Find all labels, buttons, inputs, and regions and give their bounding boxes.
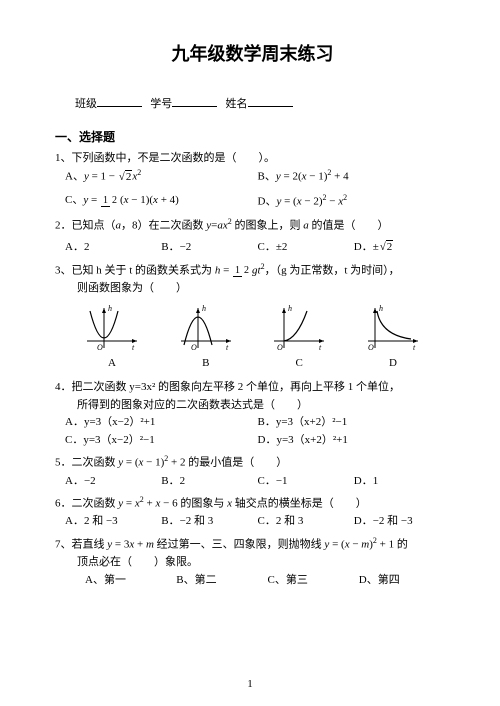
svg-text:O: O bbox=[97, 343, 103, 352]
svg-text:t: t bbox=[319, 343, 322, 352]
doc-title: 九年级数学周末练习 bbox=[55, 40, 450, 69]
q7-l2: 顶点必在（ ）象限。 bbox=[55, 554, 450, 572]
graph-B: O t h bbox=[176, 303, 236, 353]
q3-A: A bbox=[108, 355, 116, 373]
q4-D: D．y=3（x+2）²+1 bbox=[258, 432, 451, 450]
q2-B: B．−2 bbox=[161, 239, 257, 257]
graph-C: O t h bbox=[269, 303, 329, 353]
student-info: 班级 学号 姓名 bbox=[55, 94, 450, 114]
q1-D: D、y = (x − 2)2 − x2 bbox=[258, 192, 451, 211]
page: 九年级数学周末练习 班级 学号 姓名 一、选择题 1、下列函数中，不是二次函数的… bbox=[0, 0, 500, 706]
blank-sid[interactable] bbox=[172, 94, 217, 107]
q4-B: B．y=3（x+2）²−1 bbox=[258, 414, 451, 432]
q6-D: D．−2 和 −3 bbox=[354, 513, 450, 531]
q3-stem-2: 则函数图象为（ ） bbox=[55, 280, 450, 298]
svg-text:O: O bbox=[277, 343, 283, 352]
q4-C: C．y=3（x−2）²−1 bbox=[65, 432, 258, 450]
q3-stem-1: 3、已知 h 关于 t 的函数关系式为 h = 12gt2，（g 为正常数，t … bbox=[55, 261, 450, 280]
q2-D: D．±2 bbox=[354, 239, 450, 257]
q2-C: C．±2 bbox=[258, 239, 354, 257]
q6-B: B．−2 和 3 bbox=[161, 513, 257, 531]
q3-D: D bbox=[389, 355, 397, 373]
q7-C: C、第三 bbox=[268, 572, 359, 590]
q3-graphs: O t h O t h O t h bbox=[55, 303, 450, 353]
q7-D: D、第四 bbox=[359, 572, 450, 590]
svg-text:O: O bbox=[191, 343, 197, 352]
svg-text:t: t bbox=[413, 343, 416, 352]
q6-A: A．2 和 −3 bbox=[65, 513, 161, 531]
question-6: 6．二次函数 y = x2 + x − 6 的图象与 x 轴交点的横坐标是（ ）… bbox=[55, 494, 450, 531]
section-1-head: 一、选择题 bbox=[55, 128, 450, 147]
q5-B: B．2 bbox=[161, 473, 257, 491]
q5-A: A．−2 bbox=[65, 473, 161, 491]
q7-B: B、第二 bbox=[176, 572, 267, 590]
svg-text:h: h bbox=[108, 304, 112, 313]
q3-labels: A B C D bbox=[55, 355, 450, 373]
svg-text:O: O bbox=[368, 343, 374, 352]
label-class: 班级 bbox=[75, 98, 97, 110]
q1-C: C、y = 12(x − 1)(x + 4) bbox=[65, 192, 258, 211]
q3-C: C bbox=[296, 355, 303, 373]
blank-name[interactable] bbox=[248, 94, 293, 107]
graph-A: O t h bbox=[82, 303, 142, 353]
q3-B: B bbox=[202, 355, 209, 373]
q1-stem: 1、下列函数中，不是二次函数的是（ ）。 bbox=[55, 150, 450, 168]
q2-A: A．2 bbox=[65, 239, 161, 257]
q4-l1: 4．把二次函数 y=3x² 的图象向左平移 2 个单位，再向上平移 1 个单位， bbox=[55, 379, 450, 397]
svg-text:h: h bbox=[202, 304, 206, 313]
svg-text:h: h bbox=[379, 304, 383, 313]
blank-class[interactable] bbox=[97, 94, 142, 107]
svg-text:h: h bbox=[288, 304, 292, 313]
q4-l2: 所得到的图象对应的二次函数表达式是（ ） bbox=[55, 397, 450, 415]
q6-C: C．2 和 3 bbox=[258, 513, 354, 531]
graph-D: O t h bbox=[363, 303, 423, 353]
question-4: 4．把二次函数 y=3x² 的图象向左平移 2 个单位，再向上平移 1 个单位，… bbox=[55, 379, 450, 449]
q5-stem: 5．二次函数 y = (x − 1)2 + 2 的最小值是（ ） bbox=[55, 453, 450, 472]
question-5: 5．二次函数 y = (x − 1)2 + 2 的最小值是（ ） A．−2 B．… bbox=[55, 453, 450, 490]
question-3: 3、已知 h 关于 t 的函数关系式为 h = 12gt2，（g 为正常数，t … bbox=[55, 261, 450, 373]
page-number: 1 bbox=[0, 676, 500, 694]
question-1: 1、下列函数中，不是二次函数的是（ ）。 A、y = 1 − 2x2 B、y =… bbox=[55, 150, 450, 212]
q4-A: A．y=3（x−2）²+1 bbox=[65, 414, 258, 432]
svg-text:t: t bbox=[226, 343, 229, 352]
label-name: 姓名 bbox=[226, 98, 248, 110]
q7-l1: 7、若直线 y = 3x + m 经过第一、三、四象限，则抛物线 y = (x … bbox=[55, 535, 450, 554]
q7-A: A、第一 bbox=[85, 572, 176, 590]
q6-stem: 6．二次函数 y = x2 + x − 6 的图象与 x 轴交点的横坐标是（ ） bbox=[55, 494, 450, 513]
q2-stem: 2．已知点（a，8）在二次函数 y=ax2 的图象上，则 a 的值是（ ） bbox=[55, 216, 450, 235]
label-sid: 学号 bbox=[150, 98, 172, 110]
question-2: 2．已知点（a，8）在二次函数 y=ax2 的图象上，则 a 的值是（ ） A．… bbox=[55, 216, 450, 257]
q1-A: A、y = 1 − 2x2 bbox=[65, 167, 258, 186]
q5-D: D．1 bbox=[354, 473, 450, 491]
q5-C: C．−1 bbox=[258, 473, 354, 491]
q1-B: B、y = 2(x − 1)2 + 4 bbox=[258, 167, 451, 186]
svg-text:t: t bbox=[132, 343, 135, 352]
question-7: 7、若直线 y = 3x + m 经过第一、三、四象限，则抛物线 y = (x … bbox=[55, 535, 450, 589]
